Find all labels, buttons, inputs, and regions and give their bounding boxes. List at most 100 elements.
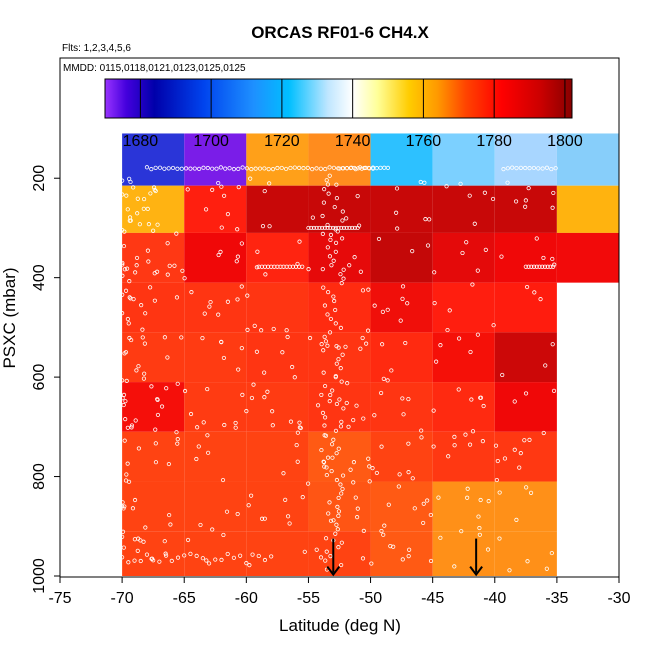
sample-point (394, 186, 400, 191)
sample-point (502, 456, 508, 461)
sample-point (401, 412, 406, 417)
sample-point (528, 490, 534, 495)
x-tick-label: -30 (607, 590, 630, 607)
sample-point (529, 264, 534, 269)
heatmap-cell (370, 382, 433, 432)
sample-point (333, 428, 339, 433)
sample-point (410, 476, 415, 481)
sample-point (476, 514, 481, 519)
sample-point (537, 264, 542, 269)
sample-point (219, 340, 224, 345)
sample-point (327, 173, 332, 178)
sample-point (324, 549, 329, 554)
sample-point (153, 441, 158, 446)
sample-point (398, 318, 403, 323)
heatmap-cell (308, 531, 371, 576)
sample-point (320, 231, 325, 237)
sample-point (469, 397, 474, 402)
sample-point (396, 484, 401, 489)
sample-point (305, 165, 310, 170)
sample-point (364, 341, 369, 346)
sample-point (280, 350, 285, 355)
sample-point (162, 166, 167, 171)
sample-point (339, 419, 344, 424)
flights-note: Flts: 1,2,3,4,5,6 (62, 43, 131, 54)
sample-point (321, 285, 326, 290)
sample-point (295, 430, 300, 435)
sample-point (188, 411, 194, 417)
sample-point (412, 506, 417, 511)
sample-point (478, 395, 483, 400)
sample-point (325, 245, 330, 250)
sample-point (336, 446, 341, 451)
sample-point (124, 266, 130, 271)
sample-point (262, 370, 267, 375)
sample-point (331, 518, 336, 523)
heatmap-cell (370, 531, 433, 576)
sample-point (325, 343, 330, 348)
sample-point (353, 495, 358, 500)
sample-point (152, 298, 157, 303)
sample-point (262, 557, 268, 563)
sample-point (340, 486, 345, 492)
y-tick-label: 400 (31, 264, 48, 291)
sample-point (179, 166, 184, 171)
sample-point (326, 191, 331, 196)
sample-point (202, 311, 207, 316)
sample-point (434, 359, 439, 364)
sample-point (518, 451, 523, 456)
sample-point (306, 225, 311, 231)
sample-point (465, 495, 470, 500)
sample-point (325, 455, 331, 460)
sample-point (543, 363, 548, 368)
sample-point (483, 247, 488, 252)
sample-point (159, 404, 165, 409)
sample-point (141, 539, 146, 544)
sample-point (164, 386, 169, 391)
sample-point (323, 339, 329, 344)
sample-point (328, 232, 334, 237)
sample-point (338, 482, 343, 487)
sample-point (175, 381, 180, 386)
sample-point (333, 307, 338, 313)
sample-point (340, 218, 345, 223)
sample-point (406, 396, 411, 402)
sample-point (322, 433, 327, 438)
sample-point (141, 376, 147, 381)
sample-point (125, 207, 130, 212)
x-tick-label: -45 (421, 590, 444, 607)
sample-point (428, 512, 433, 518)
sample-point (143, 311, 148, 316)
sample-point (244, 561, 249, 566)
sample-point (318, 555, 324, 560)
sample-point (350, 225, 355, 231)
x-tick-label: -55 (297, 590, 320, 607)
sample-point (235, 227, 240, 232)
sample-point (221, 532, 226, 538)
sample-point (475, 332, 480, 337)
sample-point (328, 225, 333, 231)
sample-point (157, 559, 162, 564)
heatmap-cell (370, 133, 433, 186)
sample-point (531, 264, 537, 269)
sample-point (129, 423, 135, 428)
sample-point (148, 285, 153, 290)
sample-point (267, 181, 272, 186)
sample-point (138, 558, 143, 564)
sample-point (135, 548, 140, 553)
heatmap-cell (308, 232, 371, 283)
sample-point (332, 204, 337, 210)
sample-point (425, 498, 430, 503)
sample-point (477, 532, 482, 537)
heatmap-cell (494, 185, 557, 233)
sample-point (314, 225, 319, 231)
sample-point (327, 165, 332, 170)
sample-point (145, 248, 151, 253)
sample-point (325, 312, 330, 317)
sample-point (144, 165, 150, 170)
sample-point (314, 166, 319, 171)
sample-point (365, 328, 371, 333)
sample-point (320, 410, 326, 416)
sample-point (269, 554, 274, 559)
colorbar-tick-label: 1760 (406, 133, 442, 150)
